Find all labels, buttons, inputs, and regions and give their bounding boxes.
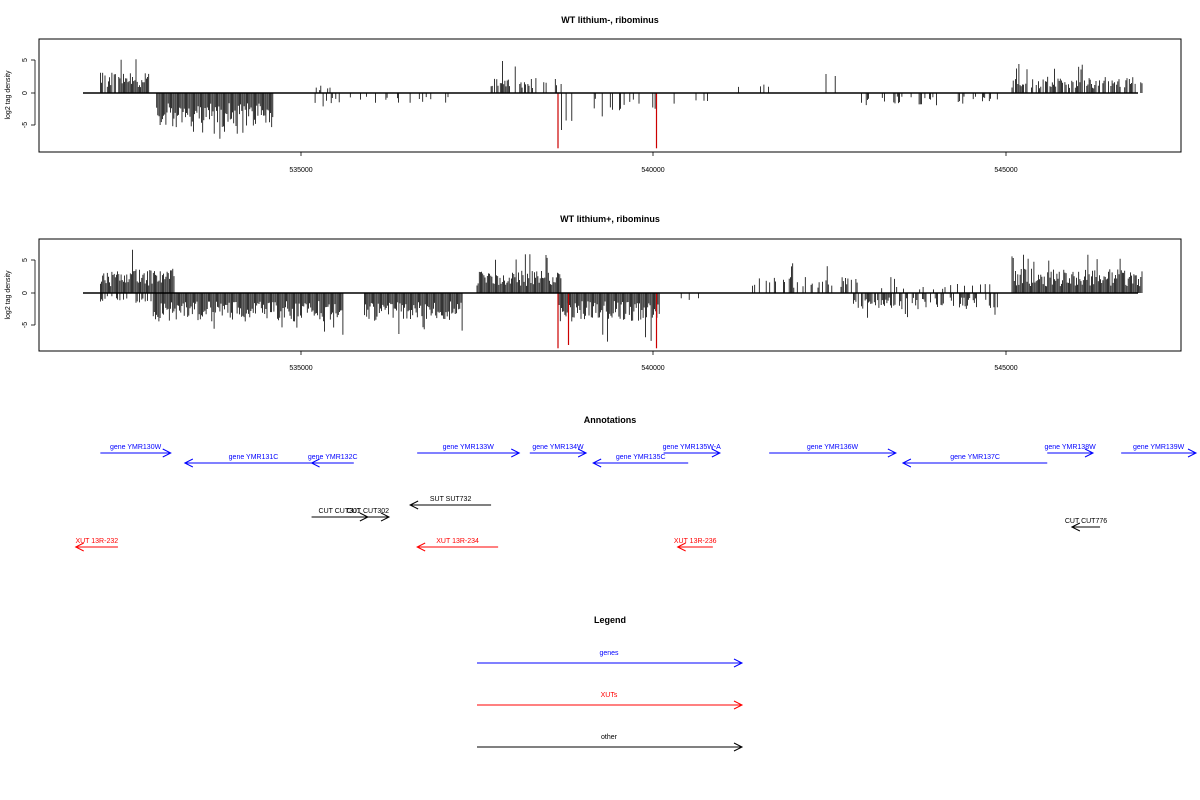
annotation-label: gene YMR136W	[807, 444, 859, 451]
track-panel-1: WT lithium-, ribominus 5 0 -5 log2 tag d…	[5, 15, 1182, 174]
annotation-feature: gene YMR134W	[529, 444, 588, 458]
legend-label: genes	[599, 650, 619, 657]
annotation-feature: CUT CUT302	[347, 508, 391, 522]
annotation-feature: XUT 13R-236	[674, 538, 717, 552]
panel-2-ytick-label: 0	[22, 291, 29, 295]
annotation-label: gene YMR135W-A	[663, 444, 721, 451]
panel-1-x-axis: 535000 540000 545000	[289, 151, 1018, 174]
annotation-feature: gene YMR138W	[1044, 444, 1096, 458]
legend-label: other	[601, 734, 618, 741]
annotation-feature: gene YMR132C	[308, 454, 358, 468]
annotation-label: CUT CUT302	[347, 508, 389, 515]
annotation-feature: gene YMR135W-A	[663, 444, 721, 458]
annotation-arrow-head	[1084, 448, 1095, 458]
panel-2-title: WT lithium+, ribominus	[560, 214, 660, 224]
annotation-feature: XUT 13R-234	[416, 538, 499, 552]
annotation-label: gene YMR135C	[616, 454, 666, 461]
annotation-label: XUT 13R-236	[674, 538, 717, 545]
annotation-feature: gene YMR130W	[100, 444, 172, 458]
annotation-label: gene YMR133W	[443, 444, 495, 451]
annotation-arrow-head	[380, 512, 391, 522]
panel-2-bars	[100, 249, 1143, 342]
legend-arrow-head	[733, 742, 744, 752]
annotation-feature: SUT SUT732	[409, 496, 492, 510]
annotation-label: XUT 13R-234	[436, 538, 479, 545]
annotation-label: gene YMR137C	[950, 454, 1000, 461]
annotation-label: CUT CUT301	[319, 508, 361, 515]
annotation-feature: gene YMR136W	[769, 444, 897, 458]
legend-entry: other	[477, 734, 744, 752]
annotation-feature: gene YMR131C	[183, 454, 323, 468]
panel-1-highlights	[557, 93, 658, 149]
legend: Legend genes XUTs other	[477, 615, 744, 752]
annotation-label: gene YMR134W	[532, 444, 584, 451]
annotation-label: SUT SUT732	[430, 496, 472, 503]
panel-1-xtick-label: 545000	[994, 167, 1017, 174]
annotation-label: gene YMR139W	[1133, 444, 1185, 451]
annotation-arrow-head	[74, 542, 84, 552]
panel-2-ytick-label: -5	[22, 322, 29, 328]
panel-1-title: WT lithium-, ribominus	[561, 15, 659, 25]
legend-entry: XUTs	[477, 692, 744, 710]
annotation-feature: gene YMR139W	[1121, 444, 1198, 458]
annotation-label: CUT CUT776	[1065, 518, 1107, 525]
panel-1-xtick-label: 535000	[289, 167, 312, 174]
annotation-feature: CUT CUT776	[1065, 518, 1107, 532]
annotation-arrow-head	[1070, 522, 1081, 532]
annotation-arrow-head	[901, 458, 912, 468]
annotation-feature: gene YMR133W	[417, 444, 521, 458]
annotations-title: Annotations	[584, 415, 637, 425]
annotation-arrow-head	[676, 542, 686, 552]
annotation-label: XUT 13R-232	[75, 538, 118, 545]
annotation-arrow-head	[183, 458, 194, 468]
legend-arrow-head	[733, 700, 744, 710]
annotation-arrow-head	[409, 500, 419, 510]
annotation-features: gene YMR130W gene YMR131C gene YMR132C gene…	[74, 444, 1198, 552]
annotation-arrow-head	[577, 448, 588, 458]
annotation-label: gene YMR138W	[1044, 444, 1096, 451]
annotation-arrow-head	[310, 458, 320, 468]
annotation-arrow-head	[162, 448, 172, 458]
annotation-feature: gene YMR137C	[901, 454, 1048, 468]
legend-entry: genes	[477, 650, 744, 668]
track-panel-2: WT lithium+, ribominus 5 0 -5 log2 tag d…	[5, 214, 1182, 372]
annotation-label: gene YMR131C	[229, 454, 279, 461]
legend-title: Legend	[594, 615, 626, 625]
annotation-arrow-head	[592, 458, 602, 468]
annotation-feature: XUT 13R-232	[74, 538, 118, 552]
annotation-arrow-head	[416, 542, 426, 552]
panel-1-ylabel: log2 tag density	[5, 70, 12, 120]
annotation-arrow-head	[887, 448, 897, 458]
panel-1-bars	[100, 59, 1143, 139]
legend-entries: genes XUTs other	[477, 650, 744, 752]
panel-2-xtick-label: 535000	[289, 365, 312, 372]
panel-2-ytick-label: 5	[22, 258, 29, 262]
annotation-feature: gene YMR135C	[592, 454, 689, 468]
panel-2-highlights	[557, 293, 658, 349]
panel-1-xtick-label: 540000	[641, 167, 664, 174]
annotation-label: gene YMR132C	[308, 454, 358, 461]
legend-arrow-head	[733, 658, 744, 668]
panel-1-ytick-label: 0	[22, 91, 29, 95]
panel-2-ylabel: log2 tag density	[5, 270, 12, 320]
annotation-arrow-head	[1187, 448, 1198, 458]
panel-2-y-axis: 5 0 -5 log2 tag density	[5, 258, 36, 328]
annotation-arrow-head	[711, 448, 721, 458]
panel-1-y-axis: 5 0 -5 log2 tag density	[5, 58, 36, 128]
panel-2-xtick-label: 545000	[994, 365, 1017, 372]
panel-1-ytick-label: 5	[22, 58, 29, 62]
panel-1-ytick-label: -5	[22, 122, 29, 128]
legend-label: XUTs	[601, 692, 618, 699]
annotation-label: gene YMR130W	[110, 444, 162, 451]
annotation-arrow-head	[511, 448, 521, 458]
panel-2-x-axis: 535000 540000 545000	[289, 350, 1018, 372]
panel-2-xtick-label: 540000	[641, 365, 664, 372]
